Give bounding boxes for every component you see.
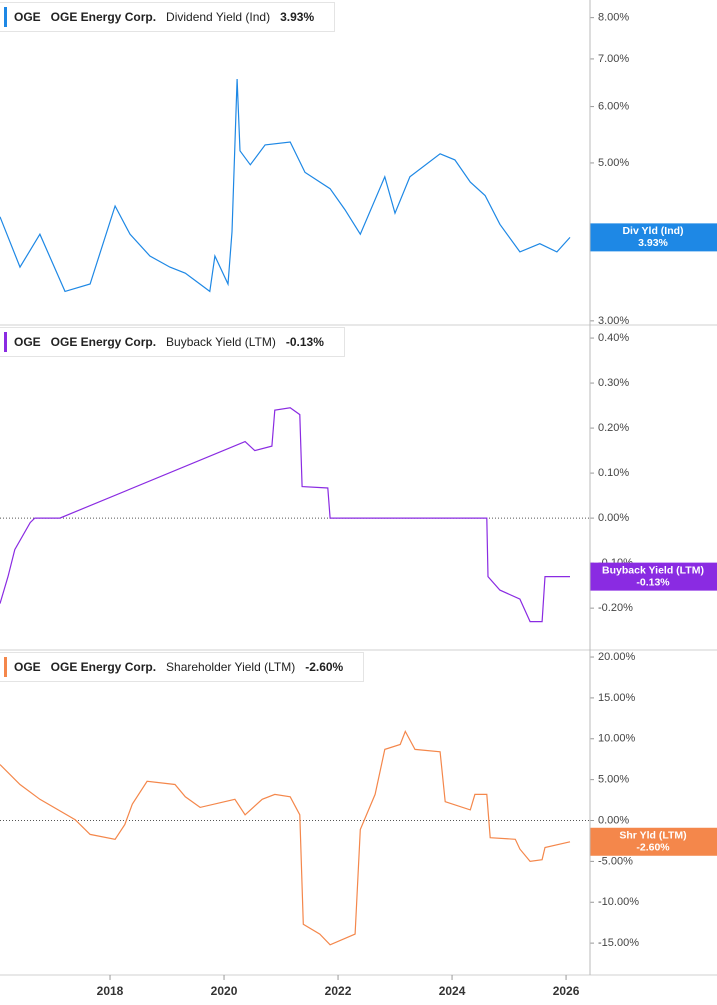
y-tick-label: 0.30%: [598, 377, 629, 389]
x-tick-label: 2020: [211, 984, 238, 998]
tag-name: Shr Yld (LTM): [619, 830, 686, 842]
last-value: -2.60%: [305, 660, 344, 674]
series-line: [0, 78, 571, 293]
y-tick-label: 0.10%: [598, 467, 629, 479]
y-tick-label: 0.20%: [598, 422, 629, 434]
ticker: OGE: [14, 660, 41, 674]
tag-name: Div Yld (Ind): [622, 225, 683, 237]
last-value-tag: [590, 827, 717, 856]
y-tick-label: 0.40%: [598, 332, 629, 344]
x-tick-label: 2026: [553, 984, 580, 998]
legend-swatch: [4, 657, 7, 677]
ticker: OGE: [14, 10, 41, 24]
series-line: [0, 407, 570, 623]
legend: OGE OGE Energy Corp. Dividend Yield (Ind…: [0, 2, 336, 32]
y-tick-label: 0.00%: [598, 512, 629, 524]
tag-value: 3.93%: [638, 237, 668, 249]
company: OGE Energy Corp.: [50, 335, 157, 349]
last-value-tag: [590, 562, 717, 591]
y-tick-label: 10.00%: [598, 733, 636, 745]
y-tick-label: 6.00%: [598, 100, 629, 112]
metric: Buyback Yield (LTM): [166, 335, 276, 349]
y-tick-label: -0.20%: [598, 602, 633, 614]
tag-name: Buyback Yield (LTM): [602, 564, 704, 576]
y-tick-label: 8.00%: [598, 12, 629, 24]
metric: Shareholder Yield (LTM): [166, 660, 296, 674]
y-tick-label: -10.00%: [598, 896, 639, 908]
legend-swatch: [4, 7, 7, 27]
tag-value: -0.13%: [636, 576, 670, 588]
y-tick-label: -5.00%: [598, 855, 633, 867]
last-value-tag: [590, 223, 717, 252]
tag-value: -2.60%: [636, 842, 670, 854]
series-line: [0, 729, 571, 946]
x-tick-label: 2024: [439, 984, 466, 998]
last-value: -0.13%: [285, 335, 324, 349]
y-tick-label: 15.00%: [598, 692, 636, 704]
legend: OGE OGE Energy Corp. Buyback Yield (LTM)…: [0, 327, 345, 357]
company: OGE Energy Corp.: [50, 10, 157, 24]
y-tick-label: 3.00%: [598, 315, 629, 327]
company: OGE Energy Corp.: [50, 660, 157, 674]
ticker: OGE: [14, 335, 41, 349]
y-tick-label: -15.00%: [598, 937, 639, 949]
legend-swatch: [4, 332, 7, 352]
last-value: 3.93%: [280, 10, 315, 24]
x-tick-label: 2022: [325, 984, 352, 998]
y-tick-label: 5.00%: [598, 157, 629, 169]
metric: Dividend Yield (Ind): [166, 10, 271, 24]
y-tick-label: 20.00%: [598, 651, 636, 663]
legend: OGE OGE Energy Corp. Shareholder Yield (…: [0, 652, 365, 682]
y-tick-label: 7.00%: [598, 53, 629, 65]
y-tick-label: 0.00%: [598, 814, 629, 826]
x-tick-label: 2018: [97, 984, 124, 998]
y-tick-label: 5.00%: [598, 774, 629, 786]
